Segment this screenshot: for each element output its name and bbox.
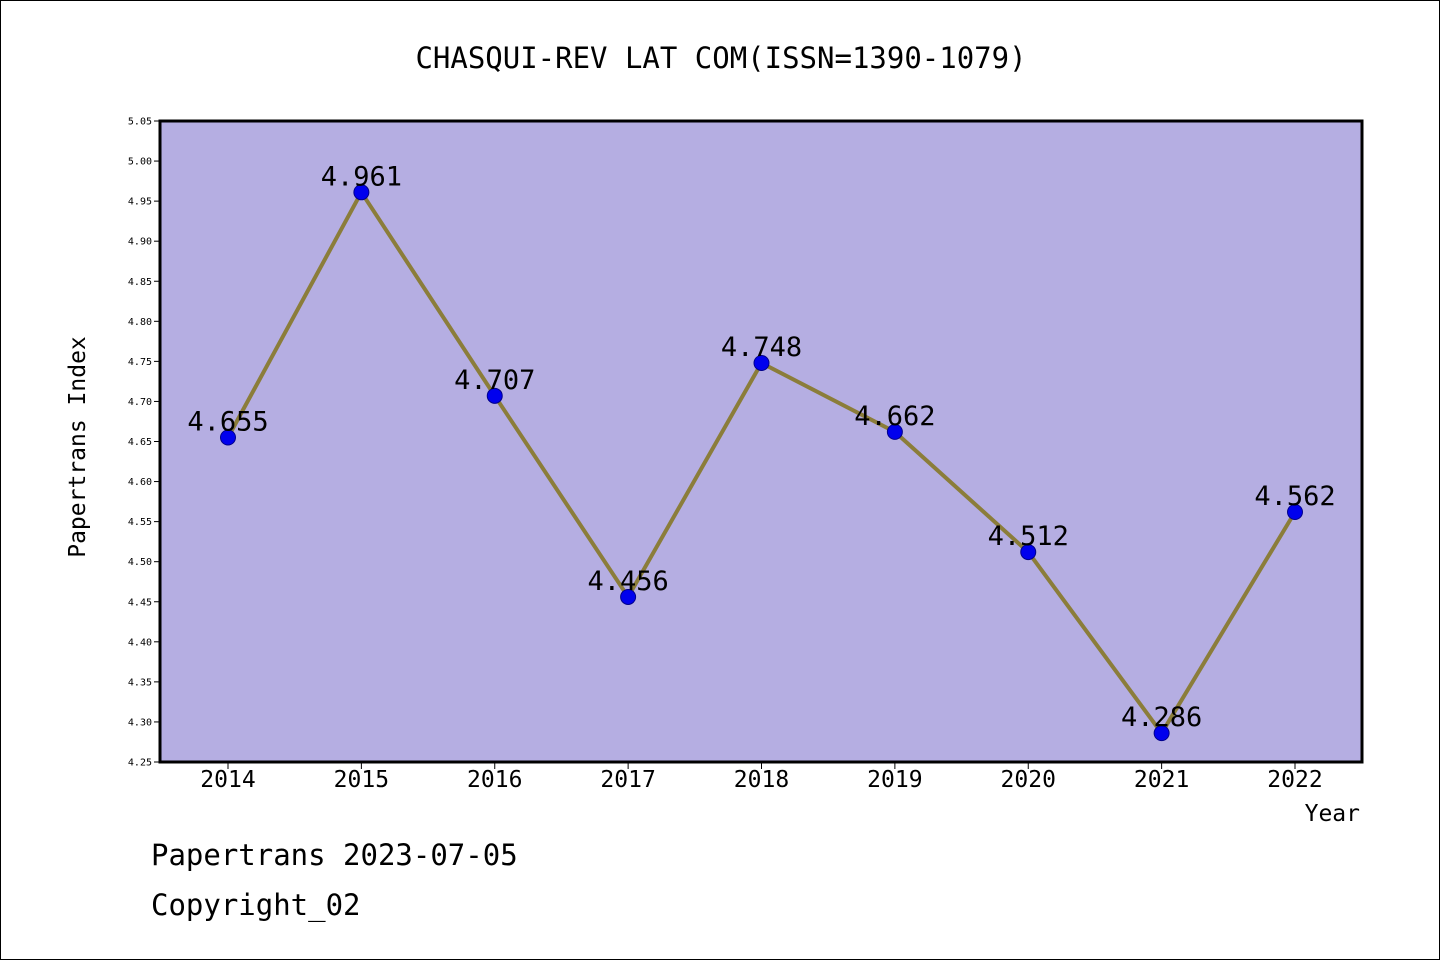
x-tick-label: 2022	[1267, 767, 1322, 793]
data-label: 4.748	[721, 332, 802, 363]
data-point	[1020, 544, 1037, 561]
y-tick-label: 4.35	[128, 677, 152, 688]
plot-area	[158, 119, 1364, 764]
x-tick-label: 2021	[1134, 767, 1189, 793]
data-label: 4.456	[587, 566, 668, 597]
y-axis-ticks: 4.25 4.30 4.35 4.40 4.45 4.50 4.55 4.60 4.65 4.70…	[128, 117, 160, 769]
y-tick-label: 4.95	[128, 197, 152, 208]
y-tick-label: 4.90	[128, 237, 152, 248]
y-axis-title: Papertrans Index	[65, 336, 91, 558]
data-point	[1153, 725, 1170, 742]
data-label: 4.961	[321, 161, 402, 192]
x-tick-label: 2020	[1001, 767, 1056, 793]
data-label: 4.655	[187, 406, 268, 437]
x-axis-title: Year	[1305, 801, 1360, 827]
y-tick-label: 4.50	[128, 557, 152, 568]
x-tick-label: 2016	[467, 767, 522, 793]
data-label: 4.286	[1121, 702, 1202, 733]
y-tick-label: 4.60	[128, 477, 152, 488]
y-tick-label: 4.55	[128, 517, 152, 528]
x-tick-label: 2018	[734, 767, 789, 793]
data-point	[353, 184, 370, 201]
data-label: 4.512	[988, 521, 1069, 552]
data-labels: 4.655 4.961 4.707 4.456 4.748 4.662 4.512 4.286…	[187, 161, 1335, 733]
y-tick-label: 5.05	[128, 117, 152, 128]
chart-title: CHASQUI-REV LAT COM(ISSN=1390-1079)	[415, 41, 1026, 75]
footer-copyright: Copyright_02	[151, 888, 361, 923]
data-point	[753, 354, 770, 371]
data-point	[486, 387, 503, 404]
footer-date: Papertrans 2023-07-05	[151, 838, 518, 872]
y-tick-label: 4.25	[128, 758, 152, 769]
data-label: 4.707	[454, 365, 535, 396]
y-tick-label: 4.75	[128, 357, 152, 368]
data-point	[620, 588, 637, 605]
x-tick-label: 2017	[600, 767, 655, 793]
data-point	[220, 429, 236, 446]
x-tick-label: 2014	[200, 767, 255, 793]
data-label: 4.562	[1254, 481, 1335, 512]
y-tick-label: 4.45	[128, 597, 152, 608]
y-tick-label: 5.00	[128, 157, 152, 168]
x-tick-label: 2015	[334, 767, 389, 793]
y-tick-label: 4.70	[128, 397, 152, 408]
data-point	[1287, 504, 1303, 521]
y-tick-label: 4.65	[128, 437, 152, 448]
y-tick-label: 4.40	[128, 637, 152, 648]
x-axis-ticks: 2014 2015 2016 2017 2018 2019 2020 2021 2022	[200, 762, 1323, 793]
data-point	[886, 423, 903, 440]
data-label: 4.662	[854, 401, 935, 432]
y-tick-label: 4.30	[128, 717, 152, 728]
x-tick-label: 2019	[867, 767, 922, 793]
y-tick-label: 4.85	[128, 277, 152, 288]
data-series	[220, 184, 1303, 742]
y-tick-label: 4.80	[128, 317, 152, 328]
